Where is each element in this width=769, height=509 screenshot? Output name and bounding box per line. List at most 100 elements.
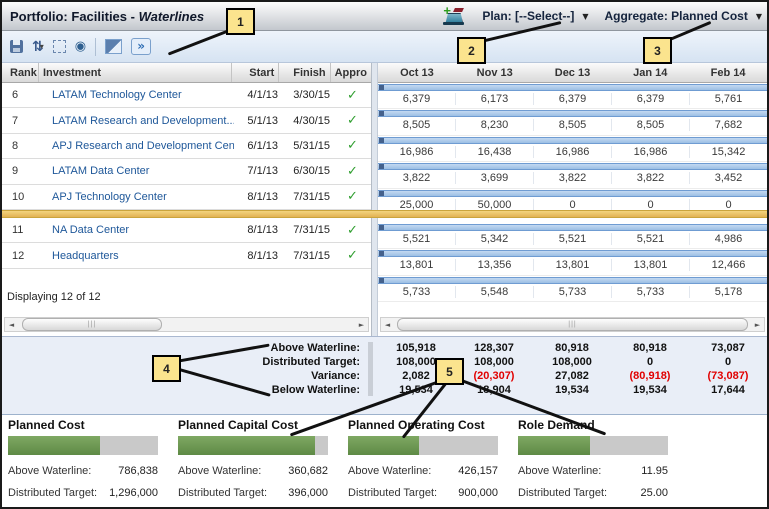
add-plan-icon[interactable]: + bbox=[442, 3, 466, 27]
summary-value: 108,000 bbox=[474, 356, 514, 368]
panel-above-label: Above Waterline: bbox=[8, 465, 92, 477]
left-horizontal-scrollbar[interactable]: ◄ ||| ► bbox=[4, 317, 369, 332]
month-column-header[interactable]: Feb 14 bbox=[710, 66, 746, 79]
panel-target-label: Distributed Target: bbox=[8, 487, 98, 499]
metric-panel: Planned Capital Cost Above Waterline: 360,… bbox=[178, 418, 348, 507]
sort-caret-glyph: ▾ bbox=[39, 42, 44, 51]
view-options-icon[interactable]: ◉ bbox=[75, 39, 86, 54]
month-column-header[interactable]: Oct 13 bbox=[400, 66, 434, 79]
value-cell: 8,505 bbox=[611, 119, 689, 132]
investment-link[interactable]: APJ Research and Development Center bbox=[52, 139, 234, 152]
panel-above-label: Above Waterline: bbox=[178, 465, 262, 477]
investment-link[interactable]: LATAM Research and Development... bbox=[52, 114, 234, 127]
summary-row: Distributed Target: 108,000 108,000 108,000… bbox=[2, 355, 767, 369]
investment-link[interactable]: Headquarters bbox=[52, 249, 119, 262]
summary-value: 19,534 bbox=[555, 384, 589, 396]
table-row[interactable]: 9 LATAM Data Center 7/1/13 6/30/15 ✓ bbox=[2, 159, 371, 185]
summary-label: Variance: bbox=[311, 370, 360, 382]
table-row[interactable]: 7 LATAM Research and Development... 5/1/13… bbox=[2, 108, 371, 134]
approved-cell: ✓ bbox=[334, 88, 371, 103]
month-column-header[interactable]: Nov 13 bbox=[476, 66, 513, 79]
column-header-finish[interactable]: Finish bbox=[278, 63, 329, 82]
value-cell: 8,230 bbox=[455, 119, 533, 132]
value-cell: 16,438 bbox=[455, 145, 533, 158]
summary-value: (80,918) bbox=[629, 370, 671, 382]
aggregate-dropdown[interactable]: Aggregate: Planned Cost ▼ bbox=[604, 9, 762, 23]
timeline-body: 6,379 6,173 6,379 6,379 5,761 8,505 8,230 8,505… bbox=[378, 84, 767, 303]
plan-dropdown[interactable]: Plan: [--Select--] ▼ bbox=[482, 9, 588, 23]
scroll-right-icon[interactable]: ► bbox=[358, 320, 365, 329]
gantt-bar[interactable] bbox=[378, 84, 767, 91]
scroll-left-icon[interactable]: ◄ bbox=[384, 320, 391, 329]
gantt-bar[interactable] bbox=[378, 223, 767, 231]
column-header-start[interactable]: Start bbox=[230, 63, 278, 82]
value-cell: 5,548 bbox=[455, 285, 533, 298]
investment-link[interactable]: APJ Technology Center bbox=[52, 190, 167, 203]
export-icon[interactable] bbox=[105, 39, 123, 54]
timeline-row[interactable]: 8,505 8,230 8,505 8,505 7,682 bbox=[378, 110, 767, 136]
table-row[interactable]: 6 LATAM Technology Center 4/1/13 3/30/15 ✓ bbox=[2, 83, 371, 109]
scroll-right-icon[interactable]: ► bbox=[754, 320, 761, 329]
investment-link[interactable]: LATAM Data Center bbox=[52, 165, 150, 178]
gantt-bar[interactable] bbox=[378, 276, 767, 284]
gantt-bar[interactable] bbox=[378, 189, 767, 197]
timeline-row[interactable]: 3,822 3,699 3,822 3,822 3,452 bbox=[378, 163, 767, 189]
value-cell: 6,379 bbox=[533, 93, 611, 105]
gantt-bar[interactable] bbox=[378, 250, 767, 258]
month-column-header[interactable]: Dec 13 bbox=[554, 66, 591, 79]
scrollbar-thumb[interactable]: ||| bbox=[397, 318, 748, 331]
start-cell: 8/1/13 bbox=[247, 224, 278, 237]
waterline-marker[interactable] bbox=[2, 210, 767, 218]
scroll-left-icon[interactable]: ◄ bbox=[8, 320, 15, 329]
start-cell: 4/1/13 bbox=[247, 89, 278, 102]
panel-splitter[interactable] bbox=[372, 63, 378, 336]
table-row[interactable]: 8 APJ Research and Development Center 6/1/… bbox=[2, 134, 371, 160]
grip-icon: ||| bbox=[87, 321, 97, 328]
investment-link[interactable]: LATAM Technology Center bbox=[52, 89, 182, 102]
value-cell: 5,342 bbox=[455, 232, 533, 245]
timeline-row[interactable]: 16,986 16,438 16,986 16,986 15,342 bbox=[378, 136, 767, 163]
panel-above-value: 426,157 bbox=[458, 465, 498, 477]
plan-dropdown-label: Plan: [--Select--] bbox=[482, 9, 575, 23]
sort-icon[interactable]: ⇅ ▾ bbox=[32, 39, 44, 55]
callout-4: 4 bbox=[152, 355, 181, 382]
save-icon[interactable] bbox=[10, 40, 23, 53]
selection-icon[interactable] bbox=[52, 40, 66, 53]
month-column-header[interactable]: Jan 14 bbox=[633, 66, 668, 79]
gantt-bar[interactable] bbox=[378, 163, 767, 171]
start-cell: 6/1/13 bbox=[247, 139, 278, 152]
column-header-investment[interactable]: Investment bbox=[38, 63, 231, 82]
table-row[interactable]: 11 NA Data Center 8/1/13 7/31/15 ✓ bbox=[2, 218, 371, 244]
value-cell: 5,178 bbox=[689, 285, 767, 298]
timeline-row[interactable]: 5,733 5,548 5,733 5,733 5,178 bbox=[378, 276, 767, 303]
value-cell: 13,801 bbox=[533, 259, 611, 272]
title-bar: Portfolio: Facilities - Waterlines + Pla… bbox=[2, 2, 767, 31]
more-options-icon[interactable]: » bbox=[131, 38, 152, 55]
gantt-bar[interactable] bbox=[378, 136, 767, 144]
column-header-rank[interactable]: Rank bbox=[10, 66, 37, 79]
finish-cell: 5/31/15 bbox=[293, 139, 330, 152]
investment-link[interactable]: NA Data Center bbox=[52, 224, 130, 237]
right-horizontal-scrollbar[interactable]: ◄ ||| ► bbox=[380, 317, 765, 332]
investment-grid: Rank Investment Start Finish Appro 6 LATA… bbox=[2, 63, 372, 336]
timeline-row[interactable]: 13,801 13,356 13,801 13,801 12,466 bbox=[378, 250, 767, 276]
callout-1: 1 bbox=[226, 8, 255, 35]
timeline-row[interactable]: 6,379 6,173 6,379 6,379 5,761 bbox=[378, 84, 767, 110]
table-row[interactable]: 12 Headquarters 8/1/13 7/31/15 ✓ bbox=[2, 243, 371, 269]
dashed-box-glyph bbox=[52, 40, 66, 53]
table-row[interactable]: 10 APJ Technology Center 8/1/13 7/31/15 ✓ bbox=[2, 185, 371, 210]
timeline-row[interactable]: 5,521 5,342 5,521 5,521 4,986 bbox=[378, 223, 767, 250]
scrollbar-thumb[interactable]: ||| bbox=[22, 318, 162, 331]
column-header-approved[interactable]: Appro bbox=[329, 63, 371, 82]
value-row: 8,505 8,230 8,505 8,505 7,682 bbox=[378, 117, 767, 133]
value-cell: 16,986 bbox=[533, 145, 611, 158]
value-cell: 0 bbox=[611, 198, 689, 211]
check-icon: ✓ bbox=[347, 138, 358, 154]
gantt-bar[interactable] bbox=[378, 110, 767, 118]
summary-value: 80,918 bbox=[555, 342, 589, 354]
summary-label: Below Waterline: bbox=[271, 384, 360, 396]
summary-value: 18,904 bbox=[477, 384, 511, 396]
plus-glyph: + bbox=[443, 3, 451, 18]
panel-above-row: Above Waterline: 11.95 bbox=[518, 465, 668, 477]
